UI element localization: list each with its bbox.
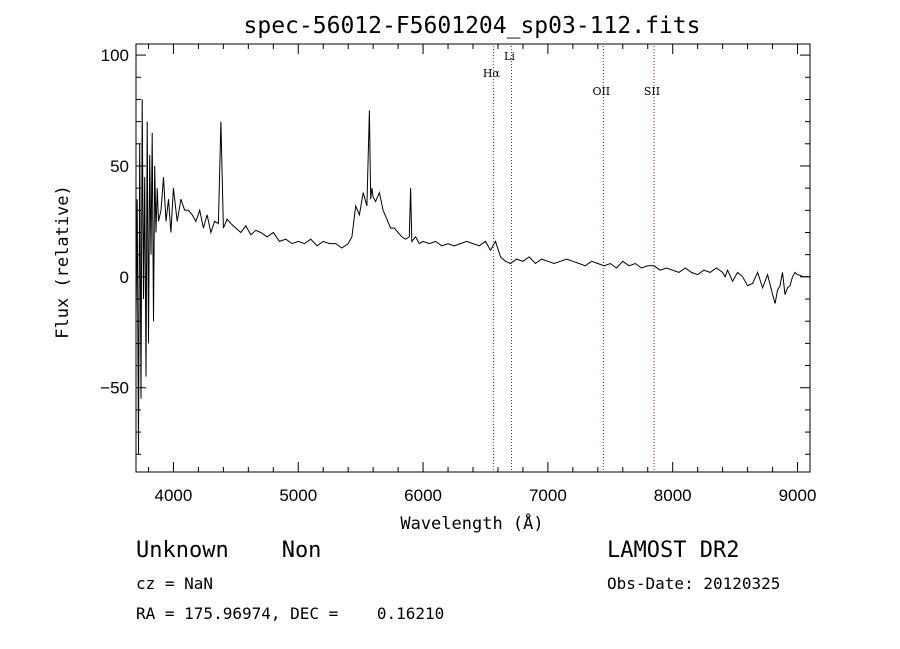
spectral-line-label: OII: [592, 85, 610, 98]
x-tick-label: 5000: [279, 486, 317, 505]
survey-name: LAMOST DR2: [607, 538, 740, 563]
y-tick-label: −50: [100, 379, 129, 398]
y-tick-label: 100: [101, 46, 129, 65]
plot-frame: [135, 43, 811, 473]
x-tick-label: 6000: [404, 486, 442, 505]
spectral-line-label: SII: [644, 85, 660, 98]
spectrum-line: [135, 99, 810, 455]
chart-title: spec-56012-F5601204_sp03-112.fits: [244, 13, 701, 39]
x-tick-label: 4000: [155, 486, 193, 505]
x-axis-label: Wavelength (Å): [400, 512, 543, 534]
x-tick-label: 7000: [529, 486, 567, 505]
object-class: Unknown Non: [136, 538, 322, 563]
redshift-value: cz = NaN: [136, 574, 214, 593]
spectral-line-label: Hα: [483, 67, 501, 80]
axis-ticks: [136, 44, 810, 472]
x-tick-label: 8000: [654, 486, 692, 505]
y-tick-label: 50: [110, 157, 129, 176]
observation-date: Obs-Date: 20120325: [607, 574, 781, 593]
coordinates: RA = 175.96974, DEC = 0.16210: [136, 604, 445, 623]
y-axis-label: Flux (relative): [53, 185, 73, 339]
y-tick-label: 0: [120, 268, 129, 287]
tick-labels: 4000 5000 6000 7000 8000 9000 −50 0 50 100: [100, 46, 816, 505]
spectral-line-label: Li: [504, 50, 515, 63]
x-tick-label: 9000: [779, 486, 817, 505]
